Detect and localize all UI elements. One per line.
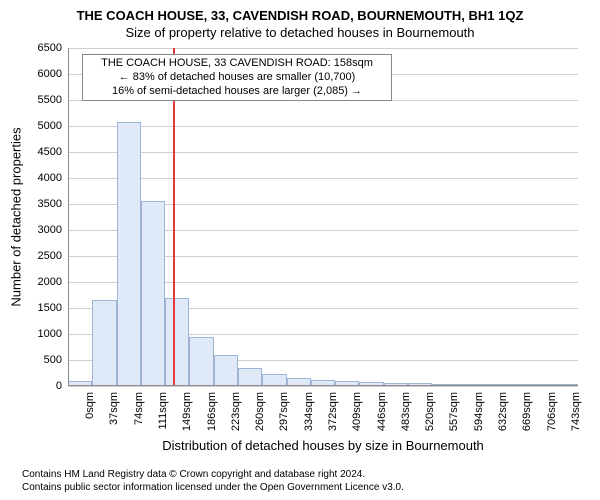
y-tick-label: 4500	[38, 146, 62, 158]
annotation-box: THE COACH HOUSE, 33 CAVENDISH ROAD: 158s…	[82, 54, 392, 101]
footer-line: Contains public sector information licen…	[22, 481, 404, 494]
y-tick-label: 5000	[38, 120, 62, 132]
y-tick-label: 5500	[38, 94, 62, 106]
annotation-line: THE COACH HOUSE, 33 CAVENDISH ROAD: 158s…	[87, 57, 387, 71]
gridline	[68, 48, 578, 49]
y-tick-label: 2000	[38, 276, 62, 288]
x-tick-label: 111sqm	[157, 392, 169, 430]
annotation-line: ← 83% of detached houses are smaller (10…	[87, 71, 387, 85]
y-tick-label: 1000	[38, 328, 62, 340]
y-tick-label: 4000	[38, 172, 62, 184]
x-tick-label: 149sqm	[181, 392, 193, 431]
y-tick-label: 1500	[38, 302, 62, 314]
x-tick-label: 483sqm	[400, 392, 412, 431]
x-tick-label: 706sqm	[546, 392, 558, 431]
histogram-bar	[92, 300, 116, 386]
x-tick-label: 669sqm	[521, 392, 533, 431]
y-tick-label: 3500	[38, 198, 62, 210]
gridline	[68, 178, 578, 179]
chart-title: THE COACH HOUSE, 33, CAVENDISH ROAD, BOU…	[0, 0, 600, 23]
y-tick-label: 3000	[38, 224, 62, 236]
x-tick-label: 557sqm	[448, 392, 460, 431]
x-tick-label: 446sqm	[376, 392, 388, 431]
x-tick-label: 74sqm	[133, 392, 145, 425]
gridline	[68, 126, 578, 127]
histogram-bar	[189, 337, 213, 386]
y-axis-label: Number of detached properties	[9, 127, 24, 306]
y-tick-label: 2500	[38, 250, 62, 262]
histogram-bar	[238, 368, 262, 386]
x-tick-label: 0sqm	[84, 392, 96, 419]
x-tick-label: 594sqm	[473, 392, 485, 431]
annotation-line: 16% of semi-detached houses are larger (…	[87, 85, 387, 99]
x-tick-label: 37sqm	[108, 392, 120, 425]
gridline	[68, 152, 578, 153]
x-tick-label: 409sqm	[351, 392, 363, 431]
histogram-bar	[214, 355, 238, 386]
axis-line	[68, 385, 578, 386]
x-tick-label: 632sqm	[497, 392, 509, 431]
x-tick-label: 743sqm	[570, 392, 582, 431]
x-tick-label: 223sqm	[230, 392, 242, 431]
histogram-bar	[117, 122, 141, 386]
x-tick-label: 334sqm	[303, 392, 315, 431]
gridline	[68, 386, 578, 387]
footer-attribution: Contains HM Land Registry data © Crown c…	[22, 468, 404, 494]
x-tick-label: 186sqm	[206, 392, 218, 431]
footer-line: Contains HM Land Registry data © Crown c…	[22, 468, 404, 481]
x-axis-label: Distribution of detached houses by size …	[162, 438, 484, 453]
chart-subtitle: Size of property relative to detached ho…	[0, 23, 600, 42]
x-tick-label: 372sqm	[327, 392, 339, 431]
y-tick-label: 500	[44, 354, 62, 366]
x-tick-label: 260sqm	[254, 392, 266, 431]
y-tick-label: 6500	[38, 42, 62, 54]
x-tick-label: 297sqm	[278, 392, 290, 431]
chart-container: THE COACH HOUSE, 33, CAVENDISH ROAD, BOU…	[0, 0, 600, 500]
histogram-bar	[141, 201, 165, 386]
histogram-bar	[165, 298, 189, 386]
y-tick-label: 6000	[38, 68, 62, 80]
y-tick-label: 0	[56, 380, 62, 392]
x-tick-label: 520sqm	[424, 392, 436, 431]
axis-line	[68, 48, 69, 386]
